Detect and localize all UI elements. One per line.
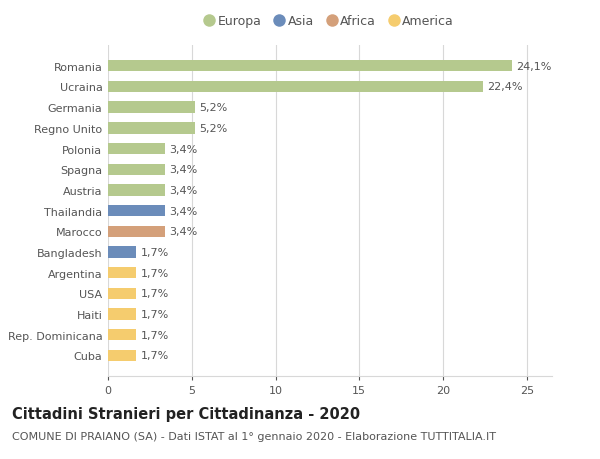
Text: COMUNE DI PRAIANO (SA) - Dati ISTAT al 1° gennaio 2020 - Elaborazione TUTTITALIA: COMUNE DI PRAIANO (SA) - Dati ISTAT al 1…	[12, 431, 496, 442]
Text: 1,7%: 1,7%	[140, 351, 169, 361]
Text: 1,7%: 1,7%	[140, 309, 169, 319]
Bar	[108, 185, 165, 196]
Bar	[108, 102, 195, 113]
Text: 3,4%: 3,4%	[169, 206, 197, 216]
Bar	[108, 123, 195, 134]
Bar	[108, 206, 165, 217]
Bar	[108, 288, 136, 299]
Text: 1,7%: 1,7%	[140, 268, 169, 278]
Legend: Europa, Asia, Africa, America: Europa, Asia, Africa, America	[201, 10, 459, 33]
Bar	[108, 268, 136, 279]
Bar	[108, 226, 165, 237]
Text: 3,4%: 3,4%	[169, 185, 197, 196]
Text: 5,2%: 5,2%	[199, 103, 227, 113]
Bar	[108, 330, 136, 341]
Bar	[108, 247, 136, 258]
Text: 3,4%: 3,4%	[169, 227, 197, 237]
Bar	[108, 309, 136, 320]
Text: 3,4%: 3,4%	[169, 165, 197, 175]
Text: 1,7%: 1,7%	[140, 247, 169, 257]
Text: 3,4%: 3,4%	[169, 144, 197, 154]
Text: 1,7%: 1,7%	[140, 289, 169, 299]
Bar	[108, 144, 165, 155]
Text: Cittadini Stranieri per Cittadinanza - 2020: Cittadini Stranieri per Cittadinanza - 2…	[12, 406, 360, 421]
Text: 5,2%: 5,2%	[199, 123, 227, 134]
Text: 22,4%: 22,4%	[487, 82, 523, 92]
Bar	[108, 350, 136, 361]
Bar	[108, 82, 484, 93]
Text: 24,1%: 24,1%	[516, 62, 551, 72]
Bar	[108, 164, 165, 175]
Text: 1,7%: 1,7%	[140, 330, 169, 340]
Bar	[108, 61, 512, 72]
